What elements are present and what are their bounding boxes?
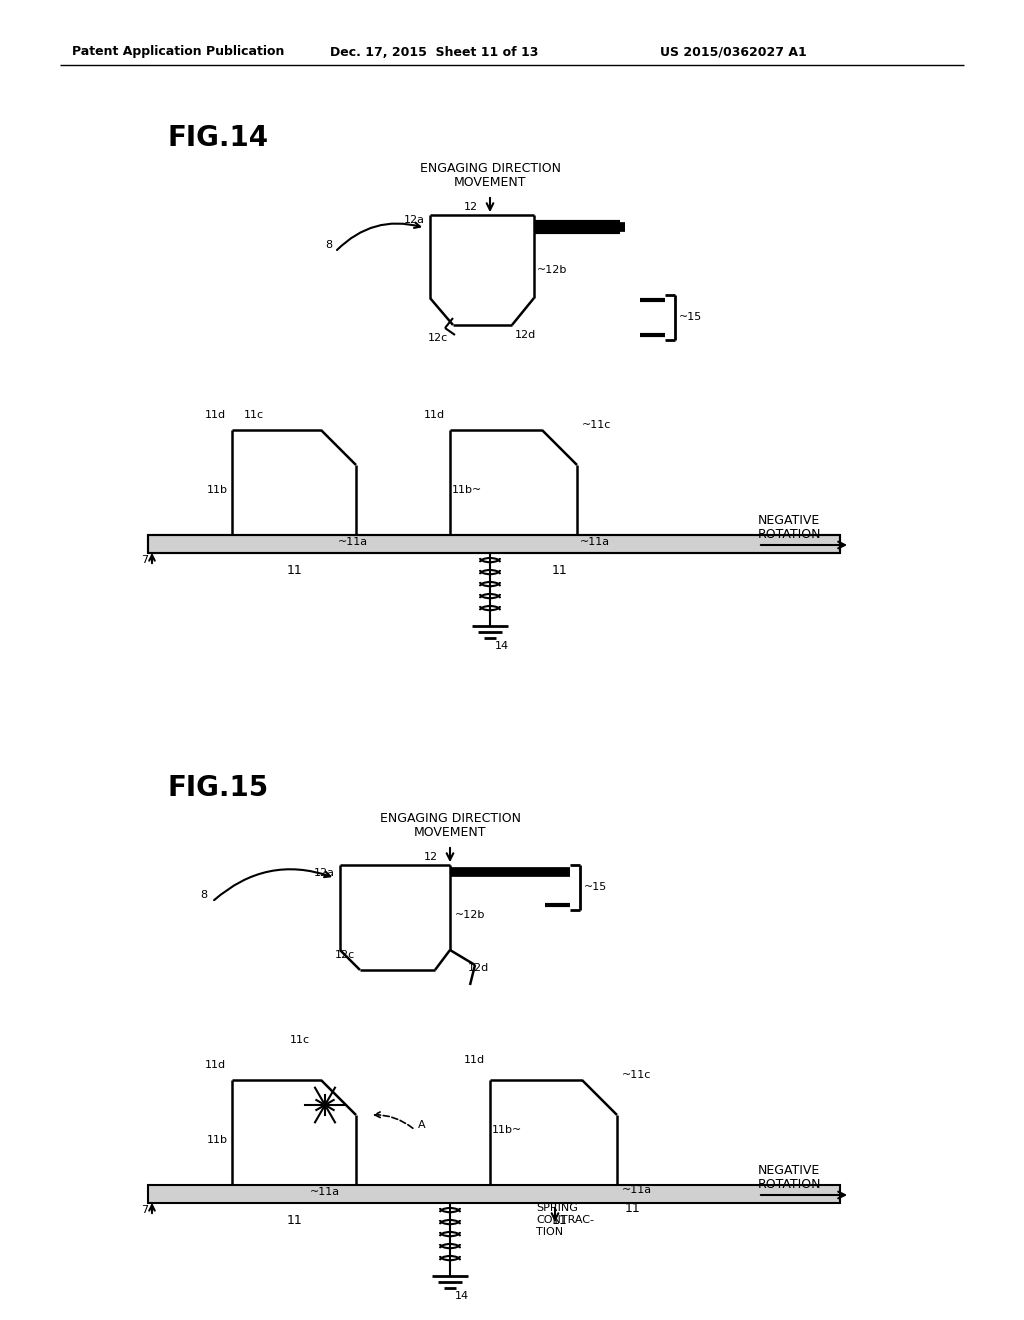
Text: ~15: ~15 xyxy=(679,312,702,322)
Text: ~12b: ~12b xyxy=(455,909,485,920)
Text: 11: 11 xyxy=(287,564,303,577)
Text: 11: 11 xyxy=(552,1213,568,1226)
Text: 12a: 12a xyxy=(404,215,425,224)
Text: 11d: 11d xyxy=(205,411,226,420)
Text: TION: TION xyxy=(536,1228,563,1237)
Text: 11b~: 11b~ xyxy=(492,1125,522,1135)
Text: 11c: 11c xyxy=(244,411,264,420)
Text: ~11a: ~11a xyxy=(622,1185,652,1195)
Text: 12a: 12a xyxy=(314,869,335,878)
Text: ~11a: ~11a xyxy=(338,537,368,546)
Text: Patent Application Publication: Patent Application Publication xyxy=(72,45,285,58)
Text: 12: 12 xyxy=(464,202,478,213)
Text: ~11a: ~11a xyxy=(310,1187,340,1197)
Text: 14: 14 xyxy=(495,642,509,651)
Text: ~15: ~15 xyxy=(584,882,607,892)
Text: SPRING: SPRING xyxy=(536,1203,578,1213)
Text: 12d: 12d xyxy=(515,330,537,341)
Text: 11: 11 xyxy=(287,1213,303,1226)
Text: 11d: 11d xyxy=(424,411,445,420)
Text: ~11c: ~11c xyxy=(582,420,611,430)
Text: ~12b: ~12b xyxy=(537,265,567,275)
Text: ~11a: ~11a xyxy=(580,537,610,546)
Text: 11c: 11c xyxy=(290,1035,310,1045)
Text: 8: 8 xyxy=(325,240,332,249)
Text: NEGATIVE: NEGATIVE xyxy=(758,1163,820,1176)
Text: 11d: 11d xyxy=(205,1060,226,1071)
Text: ROTATION: ROTATION xyxy=(758,1177,821,1191)
Text: 11: 11 xyxy=(625,1201,641,1214)
Text: A: A xyxy=(418,1119,426,1130)
Text: NEGATIVE: NEGATIVE xyxy=(758,513,820,527)
Text: 8: 8 xyxy=(200,890,207,900)
Text: ENGAGING DIRECTION: ENGAGING DIRECTION xyxy=(380,812,520,825)
Text: ENGAGING DIRECTION: ENGAGING DIRECTION xyxy=(420,161,560,174)
Text: MOVEMENT: MOVEMENT xyxy=(454,177,526,190)
Bar xyxy=(148,1185,840,1203)
Text: 14: 14 xyxy=(455,1291,469,1302)
Text: MOVEMENT: MOVEMENT xyxy=(414,826,486,840)
Text: 12: 12 xyxy=(424,851,438,862)
Text: 7: 7 xyxy=(141,1205,148,1214)
Text: 12c: 12c xyxy=(428,333,449,343)
Text: ~11c: ~11c xyxy=(622,1071,651,1080)
Text: CONTRAC-: CONTRAC- xyxy=(536,1214,594,1225)
Text: US 2015/0362027 A1: US 2015/0362027 A1 xyxy=(660,45,807,58)
Text: Dec. 17, 2015  Sheet 11 of 13: Dec. 17, 2015 Sheet 11 of 13 xyxy=(330,45,539,58)
Text: 7: 7 xyxy=(141,554,148,565)
Text: 11b~: 11b~ xyxy=(452,484,482,495)
Text: FIG.15: FIG.15 xyxy=(168,774,269,803)
Text: FIG.14: FIG.14 xyxy=(168,124,269,152)
Text: 11b: 11b xyxy=(207,1135,228,1144)
Text: 11d: 11d xyxy=(464,1055,485,1065)
Text: 11: 11 xyxy=(552,564,568,577)
Text: 12c: 12c xyxy=(335,950,355,960)
Text: ROTATION: ROTATION xyxy=(758,528,821,540)
Bar xyxy=(148,535,840,553)
Text: 12d: 12d xyxy=(468,964,489,973)
Text: 11b: 11b xyxy=(207,484,228,495)
